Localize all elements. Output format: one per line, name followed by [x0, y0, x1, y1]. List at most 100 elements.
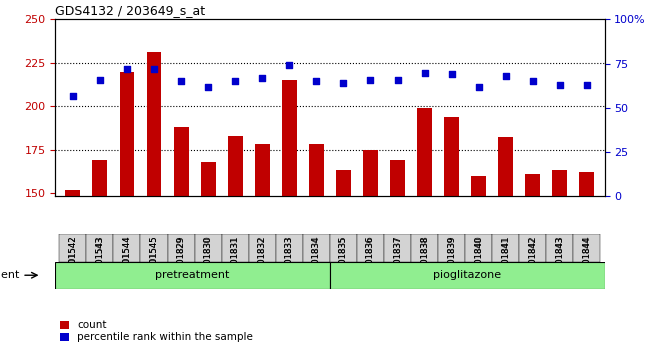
Text: GSM201832: GSM201832 — [258, 236, 266, 287]
Point — [582, 82, 592, 88]
Text: GSM201841: GSM201841 — [501, 235, 510, 288]
Bar — [519, 234, 547, 262]
Bar — [174, 127, 188, 354]
Text: GSM201839: GSM201839 — [447, 235, 456, 288]
Text: GSM201545: GSM201545 — [150, 235, 159, 288]
Text: GSM201831: GSM201831 — [231, 235, 240, 288]
Text: pioglitazone: pioglitazone — [433, 270, 501, 280]
Bar — [303, 234, 330, 262]
Bar — [194, 234, 222, 262]
Bar — [59, 234, 86, 262]
Text: pretreatment: pretreatment — [155, 270, 229, 280]
Point — [528, 79, 538, 84]
Text: GSM201843: GSM201843 — [555, 235, 564, 288]
Point — [95, 77, 105, 82]
Bar — [309, 144, 324, 354]
Text: GSM201830: GSM201830 — [203, 236, 213, 287]
Bar — [573, 234, 601, 262]
Text: GSM201840: GSM201840 — [474, 236, 483, 286]
Text: GSM201834: GSM201834 — [312, 235, 321, 288]
Point — [257, 75, 267, 81]
Bar — [336, 170, 351, 354]
Bar — [411, 234, 438, 262]
Bar — [86, 234, 113, 262]
Text: GSM201835: GSM201835 — [339, 236, 348, 287]
Bar — [222, 234, 249, 262]
Point — [149, 66, 159, 72]
Point — [365, 77, 376, 82]
Text: GSM201545: GSM201545 — [150, 236, 159, 286]
Bar — [357, 234, 384, 262]
Point — [203, 84, 213, 90]
Point — [68, 93, 78, 98]
Text: GSM201543: GSM201543 — [96, 236, 105, 286]
Bar — [168, 234, 194, 262]
Text: GSM201841: GSM201841 — [501, 236, 510, 286]
Point — [176, 79, 187, 84]
Bar — [120, 72, 135, 354]
Text: GSM201844: GSM201844 — [582, 236, 592, 286]
Text: GSM201842: GSM201842 — [528, 235, 538, 288]
Text: GSM201829: GSM201829 — [177, 236, 185, 286]
Text: GSM201543: GSM201543 — [96, 235, 105, 288]
Text: GSM201833: GSM201833 — [285, 235, 294, 288]
Text: GSM201842: GSM201842 — [528, 236, 538, 286]
Bar — [552, 170, 567, 354]
Text: GSM201836: GSM201836 — [366, 236, 375, 287]
Bar — [276, 234, 303, 262]
Bar — [227, 136, 242, 354]
Bar — [499, 137, 514, 354]
Bar — [113, 234, 140, 262]
Text: GSM201542: GSM201542 — [68, 236, 77, 286]
Bar — [55, 262, 330, 289]
Bar — [547, 234, 573, 262]
Point — [447, 72, 457, 77]
Text: GSM201835: GSM201835 — [339, 235, 348, 288]
Text: GSM201544: GSM201544 — [122, 235, 131, 288]
Text: GSM201833: GSM201833 — [285, 236, 294, 287]
Bar — [384, 234, 411, 262]
Text: GSM201838: GSM201838 — [420, 235, 429, 288]
Bar — [471, 176, 486, 354]
Bar — [363, 150, 378, 354]
Text: GSM201840: GSM201840 — [474, 235, 483, 288]
Text: GSM201832: GSM201832 — [258, 235, 266, 288]
Text: GSM201843: GSM201843 — [555, 236, 564, 287]
Bar — [330, 234, 357, 262]
Point — [338, 80, 348, 86]
Text: GSM201830: GSM201830 — [203, 235, 213, 288]
Bar — [255, 144, 270, 354]
Text: GSM201844: GSM201844 — [582, 235, 592, 288]
Text: agent: agent — [0, 270, 20, 280]
Bar — [66, 189, 81, 354]
Bar — [444, 117, 459, 354]
Text: GSM201831: GSM201831 — [231, 236, 240, 287]
Point — [122, 66, 132, 72]
Bar — [465, 234, 492, 262]
Point — [419, 70, 430, 75]
Point — [230, 79, 240, 84]
Text: GSM201838: GSM201838 — [420, 236, 429, 287]
Bar — [146, 52, 161, 354]
Bar — [92, 160, 107, 354]
Point — [284, 63, 294, 68]
Bar — [330, 262, 604, 289]
Text: GDS4132 / 203649_s_at: GDS4132 / 203649_s_at — [55, 4, 205, 17]
Point — [554, 82, 565, 88]
Text: GSM201834: GSM201834 — [312, 236, 321, 287]
Point — [311, 79, 322, 84]
Bar — [282, 80, 297, 354]
Point — [393, 77, 403, 82]
Text: GSM201837: GSM201837 — [393, 235, 402, 288]
Text: GSM201544: GSM201544 — [122, 236, 131, 286]
Legend: count, percentile rank within the sample: count, percentile rank within the sample — [60, 320, 253, 342]
Bar — [438, 234, 465, 262]
Point — [473, 84, 484, 90]
Point — [500, 73, 511, 79]
Bar — [390, 160, 405, 354]
Text: GSM201829: GSM201829 — [177, 235, 185, 288]
Bar — [492, 234, 519, 262]
Bar — [201, 162, 216, 354]
Bar — [579, 172, 594, 354]
Bar — [525, 174, 540, 354]
